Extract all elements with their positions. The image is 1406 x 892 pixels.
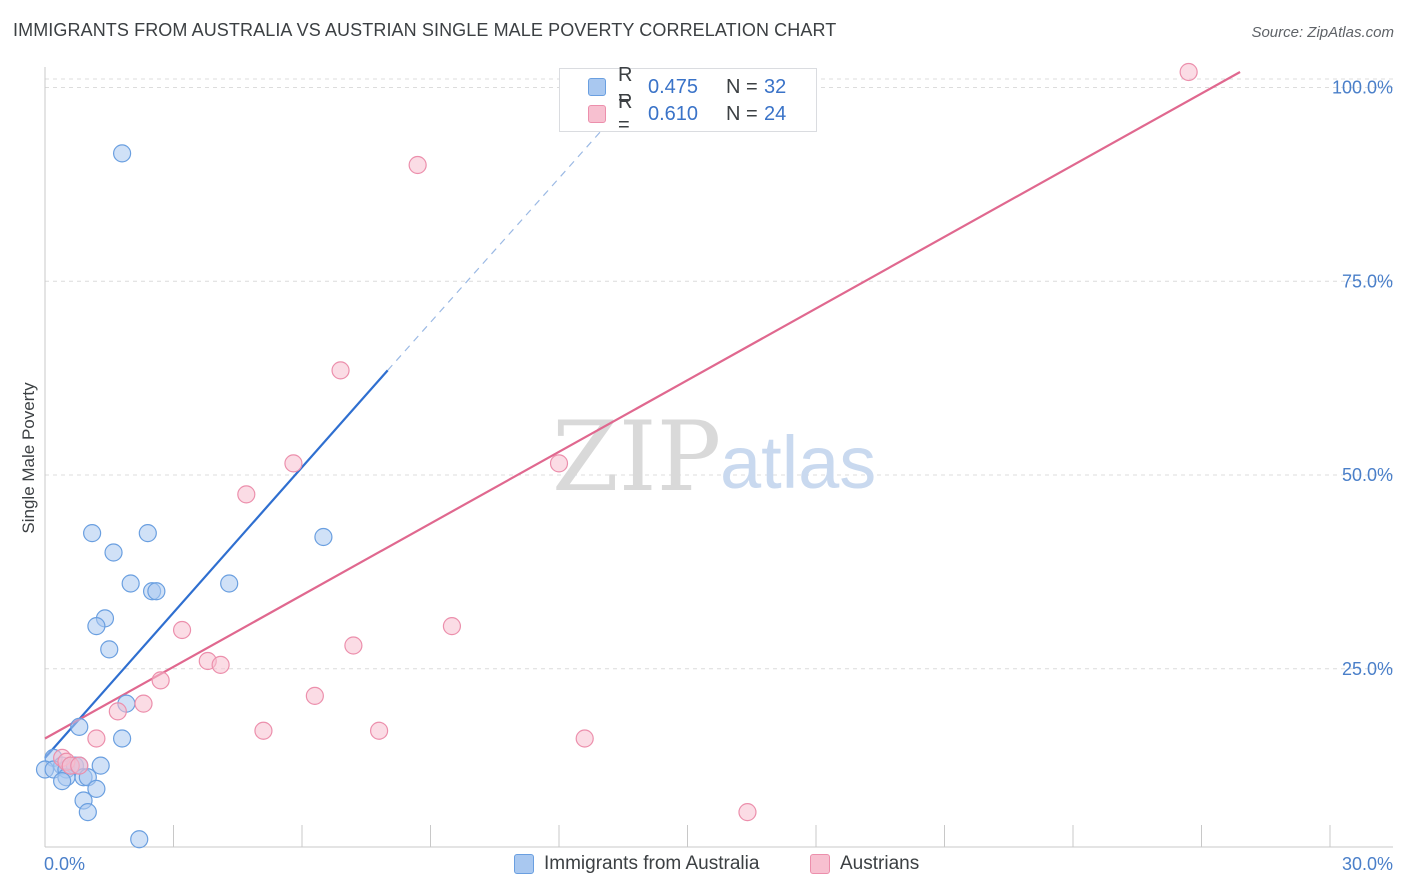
data-point-australia — [71, 718, 88, 735]
data-point-australia — [114, 145, 131, 162]
legend-swatch-austrians — [588, 105, 606, 123]
legend-swatch-australia — [588, 78, 606, 96]
data-point-austrians — [409, 157, 426, 174]
bottom-legend-label-australia: Immigrants from Australia — [544, 853, 759, 875]
data-point-austrians — [174, 622, 191, 639]
data-point-australia — [101, 641, 118, 658]
y-axis-label: Single Male Poverty — [19, 382, 38, 534]
data-point-austrians — [238, 486, 255, 503]
data-point-australia — [54, 773, 71, 790]
legend-n-label: N = — [726, 103, 764, 126]
bottom-legend-australia: Immigrants from Australia — [514, 851, 759, 877]
data-point-australia — [84, 525, 101, 542]
bottom-legend-swatch-austrians — [810, 854, 830, 874]
data-point-australia — [221, 575, 238, 592]
data-point-austrians — [135, 695, 152, 712]
data-point-australia — [139, 525, 156, 542]
data-point-austrians — [443, 618, 460, 635]
data-point-australia — [122, 575, 139, 592]
y-tick-50: 50.0% — [1342, 465, 1393, 485]
watermark: ZIP atlas — [552, 401, 876, 513]
y-tick-25: 25.0% — [1342, 659, 1393, 679]
data-point-austrians — [285, 455, 302, 472]
y-tick-100: 100.0% — [1332, 78, 1393, 98]
data-point-austrians — [345, 637, 362, 654]
bottom-legend-austrians: Austrians — [810, 851, 919, 877]
legend-r-value: 0.475 — [648, 76, 726, 99]
legend-n-value: 24 — [764, 103, 786, 126]
data-point-austrians — [1180, 64, 1197, 81]
grid-lines — [45, 79, 1393, 669]
bottom-legend-label-austrians: Austrians — [840, 853, 919, 875]
data-point-austrians — [371, 722, 388, 739]
correlation-legend: R = 0.475 N = 32 R = 0.610 N = 24 — [559, 68, 817, 132]
y-tick-75: 75.0% — [1342, 271, 1393, 291]
data-point-australia — [131, 831, 148, 848]
legend-r-label: R = — [618, 91, 648, 137]
data-point-austrians — [576, 730, 593, 747]
data-point-austrians — [109, 703, 126, 720]
data-point-australia — [114, 730, 131, 747]
x-tick-max: 30.0% — [1342, 854, 1393, 874]
trend-line-0 — [45, 370, 388, 758]
data-point-australia — [315, 529, 332, 546]
data-point-austrians — [332, 362, 349, 379]
data-point-austrians — [88, 730, 105, 747]
data-point-australia — [148, 583, 165, 600]
data-point-australia — [105, 544, 122, 561]
legend-row-austrians: R = 0.610 N = 24 — [588, 101, 786, 127]
data-point-austrians — [152, 672, 169, 689]
scatter-chart: ZIP atlas Single Male Poverty 25.0% 50.0%… — [0, 0, 1406, 892]
watermark-zip: ZIP — [552, 401, 721, 513]
data-point-austrians — [306, 687, 323, 704]
watermark-atlas: atlas — [720, 421, 876, 504]
data-point-australia — [88, 618, 105, 635]
data-point-austrians — [739, 804, 756, 821]
data-point-austrians — [71, 757, 88, 774]
trend-line-1 — [45, 72, 1240, 739]
x-tick-min: 0.0% — [44, 854, 85, 874]
data-point-austrians — [212, 656, 229, 673]
legend-n-label: N = — [726, 76, 764, 99]
legend-r-value: 0.610 — [648, 103, 726, 126]
bottom-legend-swatch-australia — [514, 854, 534, 874]
data-point-austrians — [255, 722, 272, 739]
y-tick-labels: 25.0% 50.0% 75.0% 100.0% — [1332, 78, 1393, 679]
legend-n-value: 32 — [764, 76, 786, 99]
data-point-australia — [79, 804, 96, 821]
data-point-austrians — [551, 455, 568, 472]
